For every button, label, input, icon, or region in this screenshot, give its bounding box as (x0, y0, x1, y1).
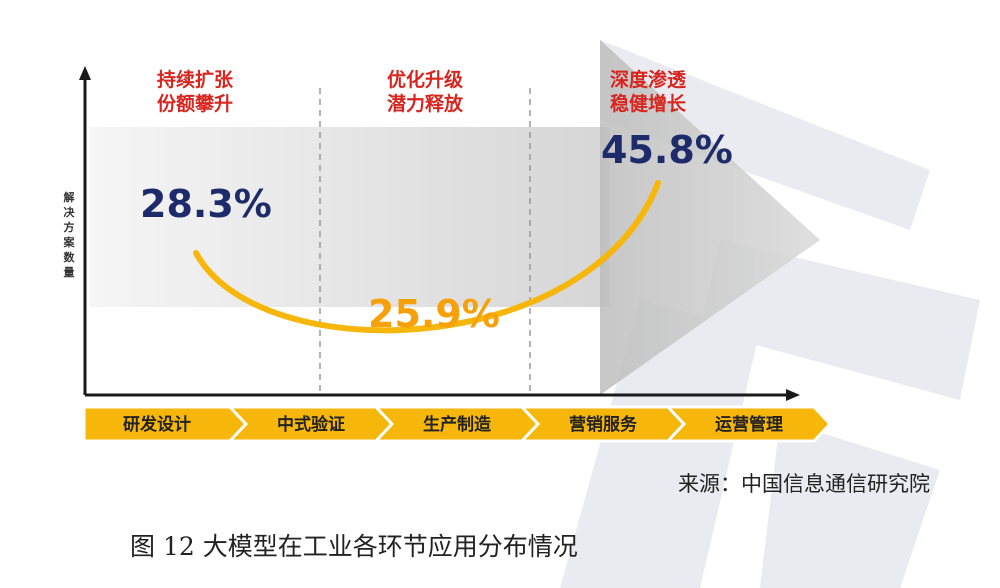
phase-label-line: 优化升级 (386, 69, 463, 91)
stage-label: 运营管理 (715, 414, 783, 435)
y-axis-label: 解决方案数量 (63, 191, 75, 279)
phase-label: 深度渗透 稳健增长 (568, 68, 728, 116)
stage-bar: 研发设计 中式验证 生产制造 营销服务 运营管理 (82, 405, 833, 443)
phase-label: 优化升级 潜力释放 (345, 68, 505, 116)
phase-label-line: 稳健增长 (609, 93, 686, 115)
stage-label: 研发设计 (123, 414, 191, 435)
x-axis-arrowhead (786, 389, 800, 401)
figure-caption: 图 12 大模型在工业各环节应用分布情况 (130, 532, 578, 561)
y-axis-arrowhead (79, 66, 91, 80)
phase-label: 持续扩张 份额攀升 (115, 68, 275, 116)
watermark (560, 40, 980, 588)
phase-label-line: 份额攀升 (156, 93, 233, 115)
phase-label-line: 深度渗透 (609, 69, 686, 91)
stage-label: 生产制造 (423, 414, 492, 435)
shaded-band (90, 127, 610, 307)
data-label: 45.8% (601, 128, 733, 172)
stage-label: 营销服务 (569, 414, 638, 435)
stage-chevron (664, 405, 833, 443)
phase-label-line: 潜力释放 (386, 93, 463, 115)
trend-curve (193, 180, 661, 334)
stage-label: 中式验证 (277, 414, 345, 435)
data-label: 25.9% (368, 292, 500, 336)
source-note: 来源：中国信息通信研究院 (678, 472, 930, 496)
data-label: 28.3% (140, 182, 272, 226)
phase-label-line: 持续扩张 (156, 69, 233, 91)
background-arrow (600, 40, 820, 395)
